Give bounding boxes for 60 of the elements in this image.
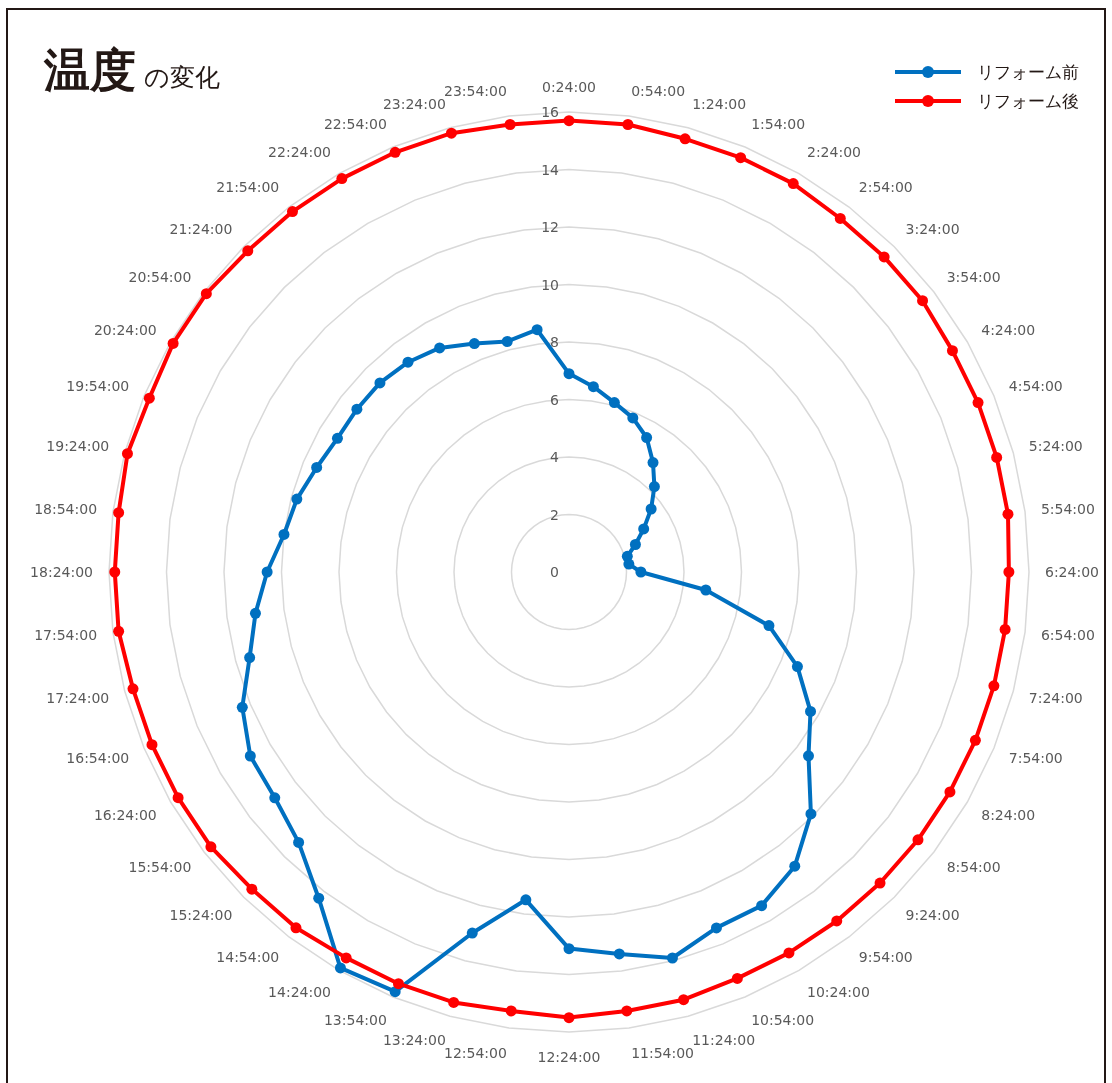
- spoke-label: 4:54:00: [1008, 378, 1063, 395]
- spoke-label: 14:54:00: [216, 948, 280, 965]
- spoke-label: 10:54:00: [751, 1012, 815, 1029]
- spoke-label: 17:54:00: [34, 627, 98, 644]
- spoke-label: 12:24:00: [537, 1049, 601, 1065]
- spoke-label: 6:24:00: [1045, 564, 1099, 580]
- spoke-label: 22:24:00: [268, 143, 331, 160]
- y-tick-label: 6: [550, 391, 560, 408]
- spoke-label: 19:54:00: [66, 378, 130, 395]
- spoke-label: 18:54:00: [34, 500, 98, 517]
- y-tick-label: 16: [541, 104, 560, 120]
- spoke-label: 19:24:00: [46, 438, 110, 455]
- spoke-label: 20:54:00: [128, 268, 192, 285]
- y-tick-label: 4: [550, 449, 560, 465]
- spoke-label: 11:54:00: [631, 1044, 695, 1061]
- spoke-label: 7:54:00: [1008, 749, 1063, 766]
- spoke-label: 21:54:00: [216, 179, 280, 196]
- spoke-label: 13:54:00: [323, 1012, 387, 1029]
- spoke-label: 8:54:00: [946, 859, 1001, 876]
- spoke-label: 15:54:00: [128, 859, 192, 876]
- spoke-label: 20:24:00: [93, 321, 157, 338]
- spoke-label: 22:54:00: [323, 115, 387, 132]
- spoke-label: 5:24:00: [1028, 438, 1083, 455]
- spoke-label: 1:24:00: [692, 95, 747, 112]
- spoke-label: 8:24:00: [981, 806, 1036, 823]
- spoke-label: 0:54:00: [631, 83, 686, 100]
- spoke-label: 10:24:00: [807, 984, 870, 1001]
- spoke-label: 1:54:00: [751, 115, 806, 132]
- spoke-label: 23:54:00: [443, 83, 507, 100]
- spoke-label: 2:24:00: [807, 143, 861, 160]
- chart-title: 温度 の変化: [43, 43, 220, 97]
- spoke-label: 13:24:00: [382, 1032, 446, 1049]
- spoke-label: 9:24:00: [905, 906, 960, 923]
- legend-label: リフォーム後: [977, 91, 1079, 111]
- spoke-label: 0:24:00: [542, 79, 596, 95]
- y-tick-label: 8: [550, 334, 559, 350]
- spoke-label: 6:54:00: [1040, 627, 1095, 644]
- spoke-label: 2:54:00: [858, 179, 913, 196]
- spoke-label: 4:24:00: [981, 321, 1036, 338]
- spoke-label: 5:54:00: [1040, 500, 1095, 517]
- spoke-label: 23:24:00: [382, 95, 446, 112]
- spoke-label: 3:54:00: [946, 268, 1001, 285]
- spoke-label: 17:24:00: [46, 689, 110, 706]
- spoke-label: 9:54:00: [858, 948, 913, 965]
- spoke-label: 11:24:00: [692, 1032, 756, 1049]
- spoke-label: 12:54:00: [443, 1044, 507, 1061]
- spoke-label: 3:24:00: [905, 221, 960, 238]
- y-tick-label: 12: [541, 219, 559, 235]
- y-tick-label: 0: [550, 564, 559, 580]
- spoke-label: 16:24:00: [93, 806, 157, 823]
- spoke-label: 14:24:00: [268, 984, 331, 1001]
- y-tick-label: 14: [541, 161, 560, 178]
- spoke-label: 7:24:00: [1028, 689, 1083, 706]
- y-tick-label: 2: [550, 506, 559, 523]
- y-tick-label: 10: [541, 276, 559, 293]
- spoke-label: 15:24:00: [169, 906, 233, 923]
- spoke-label: 16:54:00: [66, 749, 130, 766]
- legend-label: リフォーム前: [977, 62, 1079, 82]
- spoke-label: 21:24:00: [169, 221, 233, 238]
- spoke-label: 18:24:00: [30, 564, 93, 580]
